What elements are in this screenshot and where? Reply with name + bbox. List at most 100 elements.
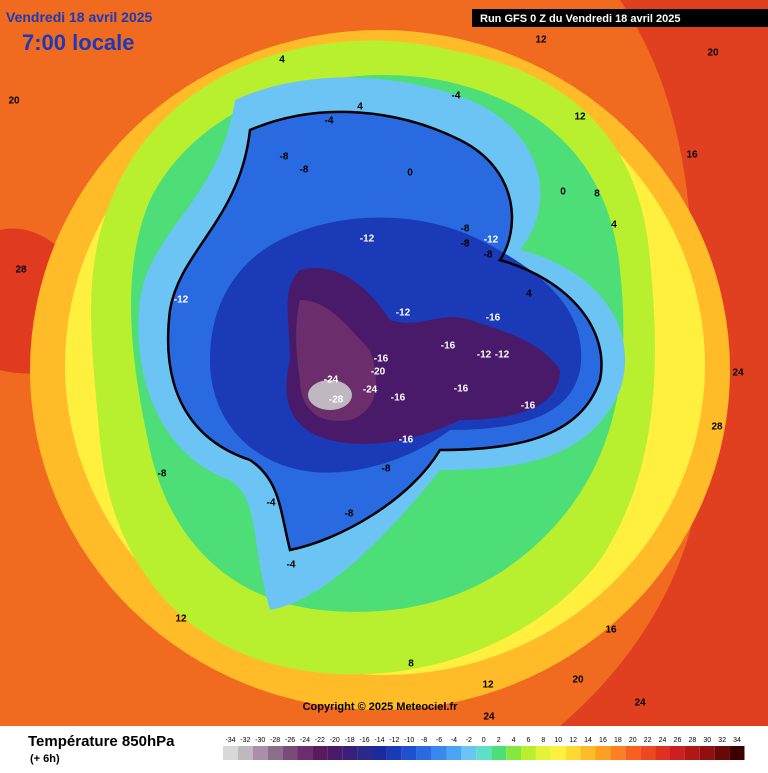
contour-label: 20 — [707, 48, 719, 59]
scale-label: -14 — [374, 737, 384, 744]
contour-label: -4 — [287, 560, 296, 571]
scale-swatch — [521, 746, 536, 760]
scale-swatch — [610, 746, 626, 760]
contour-label: -12 — [495, 350, 510, 361]
scale-swatch — [714, 746, 730, 760]
scale-swatch — [476, 746, 492, 760]
scale-label: -12 — [389, 737, 399, 744]
scale-label: -34 — [225, 737, 235, 744]
scale-label: 32 — [718, 737, 726, 744]
scale-label: -10 — [404, 737, 414, 744]
contour-label: -12 — [174, 295, 189, 306]
scale-label: 34 — [733, 737, 741, 744]
legend-title: Température 850hPa — [28, 733, 175, 750]
scale-label: 22 — [644, 737, 652, 744]
contour-label: -8 — [484, 250, 493, 261]
scale-label: 8 — [541, 737, 545, 744]
contour-label: 20 — [572, 675, 584, 686]
scale-swatch — [327, 746, 343, 760]
scale-label: -30 — [255, 737, 265, 744]
contour-label: -20 — [371, 367, 386, 378]
scale-swatch — [297, 746, 313, 760]
contour-label: -4 — [267, 498, 276, 509]
scale-swatch — [386, 746, 402, 760]
scale-label: -8 — [421, 737, 427, 744]
contour-label: -16 — [454, 384, 469, 395]
scale-swatch — [267, 746, 283, 760]
contour-label: 24 — [732, 368, 744, 379]
contour-label: 4 — [279, 55, 285, 66]
scale-label: 0 — [482, 737, 486, 744]
contour-label: -8 — [382, 464, 391, 475]
scale-label: -16 — [359, 737, 369, 744]
scale-swatch — [237, 746, 253, 760]
scale-label: 18 — [614, 737, 622, 744]
scale-swatch — [729, 746, 745, 760]
scale-label: 10 — [554, 737, 562, 744]
scale-label: 6 — [526, 737, 530, 744]
scale-swatch — [342, 746, 358, 760]
contour-label: -8 — [461, 224, 470, 235]
scale-swatch — [506, 746, 521, 760]
scale-label: 12 — [569, 737, 577, 744]
scale-label: -32 — [240, 737, 250, 744]
contour-label: -24 — [324, 375, 339, 386]
zero-isotherm — [166, 110, 603, 552]
run-banner — [472, 9, 768, 27]
temperature-band — [308, 380, 352, 410]
contour-label: 8 — [594, 189, 600, 200]
contour-label: -16 — [399, 435, 414, 446]
contour-label: -8 — [158, 469, 167, 480]
contour-label: -16 — [391, 393, 406, 404]
contour-label: -12 — [484, 235, 499, 246]
contour-label: -16 — [486, 313, 501, 324]
contour-label: 0 — [560, 187, 566, 198]
contour-label: -12 — [396, 308, 411, 319]
warm-region — [560, 0, 768, 726]
scale-label: -18 — [345, 737, 355, 744]
scale-label: 2 — [497, 737, 501, 744]
scale-swatch — [282, 746, 298, 760]
scale-swatch — [580, 746, 596, 760]
scale-swatch — [223, 746, 238, 760]
contour-label: 12 — [175, 614, 187, 625]
forecast-lead: (+ 6h) — [30, 753, 60, 765]
scale-swatch — [699, 746, 715, 760]
copyright: Copyright © 2025 Meteociel.fr — [303, 701, 459, 713]
color-scale: -34 -32 -30 -28 -26 -24 -22 -20 -18 -16 -14 -12 -10-… — [223, 737, 745, 760]
scale-swatch — [357, 746, 372, 760]
scale-label: 20 — [629, 737, 637, 744]
scale-label: 4 — [512, 737, 516, 744]
scale-swatch — [640, 746, 656, 760]
contour-label: 12 — [535, 35, 547, 46]
contour-label: 4 — [357, 102, 363, 113]
scale-swatch — [550, 746, 566, 760]
contour-label: 20 — [8, 96, 20, 107]
scale-swatch — [535, 746, 551, 760]
contour-label: -8 — [280, 152, 289, 163]
scale-swatch — [446, 746, 462, 760]
contour-label: -8 — [461, 239, 470, 250]
scale-label: 16 — [599, 737, 607, 744]
scale-label: -20 — [330, 737, 340, 744]
contour-label: -24 — [363, 385, 378, 396]
scale-swatch — [491, 746, 507, 760]
contour-label: 28 — [711, 422, 723, 433]
scale-swatch — [401, 746, 417, 760]
scale-label: -6 — [436, 737, 442, 744]
time-label: 7:00 locale — [22, 30, 135, 55]
run-info: Run GFS 0 Z du Vendredi 18 avril 2025 — [480, 13, 681, 25]
contour-label: -8 — [300, 165, 309, 176]
scale-swatch — [312, 746, 328, 760]
contour-label: 4 — [611, 220, 617, 231]
contour-label: 0 — [407, 168, 413, 179]
contour-label: -12 — [477, 350, 492, 361]
contour-label: 24 — [634, 698, 646, 709]
contour-label: -16 — [441, 341, 456, 352]
contour-label: -12 — [360, 234, 375, 245]
scale-swatch — [595, 746, 611, 760]
scale-swatch — [461, 746, 477, 760]
scale-label: 14 — [584, 737, 592, 744]
